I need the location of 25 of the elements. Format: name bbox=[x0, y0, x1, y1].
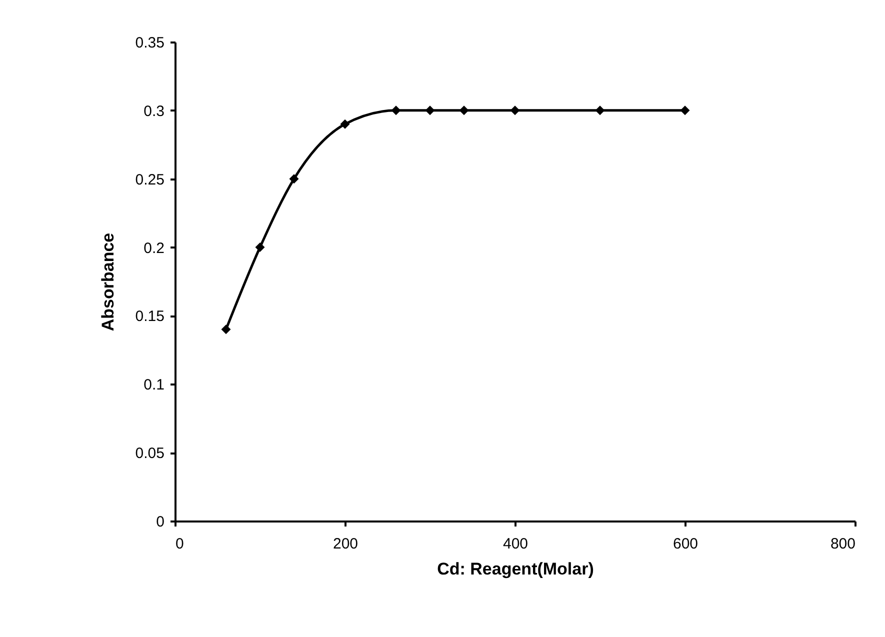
x-axis-title: Cd: Reagent(Molar) bbox=[437, 560, 594, 578]
y-tick-label: 0.2 bbox=[144, 240, 164, 257]
x-tick-label: 200 bbox=[332, 536, 358, 552]
point bbox=[255, 242, 265, 252]
y-tick-label: 0.15 bbox=[135, 308, 164, 326]
y-axis-title: Absorbance bbox=[98, 232, 118, 332]
x-tick-label: 400 bbox=[502, 536, 528, 552]
point bbox=[340, 119, 350, 129]
point bbox=[595, 106, 605, 116]
x-tick-label: 800 bbox=[830, 536, 856, 552]
y-tick-label: 0.35 bbox=[135, 34, 164, 52]
point bbox=[680, 106, 690, 116]
y-tick-label: 0.05 bbox=[135, 445, 164, 462]
point bbox=[425, 106, 435, 116]
y-tick-label: 0.25 bbox=[135, 171, 164, 188]
point bbox=[221, 324, 231, 334]
point bbox=[391, 106, 401, 116]
x-tick-label: 600 bbox=[672, 536, 698, 552]
x-tick-label: 0 bbox=[176, 536, 184, 552]
point bbox=[289, 174, 299, 184]
y-tick-label: 0 bbox=[156, 514, 164, 530]
y-tick-label: 0.1 bbox=[144, 376, 164, 394]
y-tick-label: 0.3 bbox=[144, 102, 164, 120]
point bbox=[510, 106, 520, 116]
point bbox=[459, 106, 469, 116]
